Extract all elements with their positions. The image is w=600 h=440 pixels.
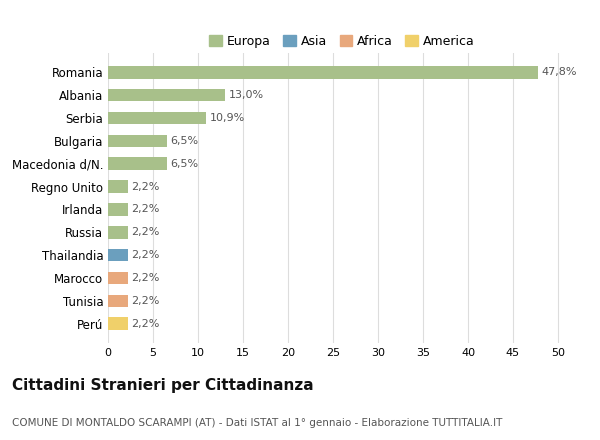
Text: 2,2%: 2,2% bbox=[131, 296, 160, 306]
Text: 6,5%: 6,5% bbox=[170, 159, 198, 169]
Bar bbox=[108, 272, 128, 284]
Bar bbox=[108, 66, 538, 79]
Text: 13,0%: 13,0% bbox=[229, 90, 264, 100]
Text: 2,2%: 2,2% bbox=[131, 319, 160, 329]
Bar bbox=[108, 249, 128, 261]
Bar bbox=[108, 203, 128, 216]
Bar bbox=[108, 180, 128, 193]
Text: 2,2%: 2,2% bbox=[131, 205, 160, 214]
Bar bbox=[108, 135, 167, 147]
Bar bbox=[108, 158, 167, 170]
Text: 2,2%: 2,2% bbox=[131, 227, 160, 237]
Text: COMUNE DI MONTALDO SCARAMPI (AT) - Dati ISTAT al 1° gennaio - Elaborazione TUTTI: COMUNE DI MONTALDO SCARAMPI (AT) - Dati … bbox=[12, 418, 502, 428]
Bar bbox=[108, 226, 128, 238]
Text: 2,2%: 2,2% bbox=[131, 182, 160, 191]
Bar bbox=[108, 112, 206, 124]
Text: 47,8%: 47,8% bbox=[542, 67, 577, 77]
Text: 2,2%: 2,2% bbox=[131, 273, 160, 283]
Bar bbox=[108, 317, 128, 330]
Text: 10,9%: 10,9% bbox=[210, 113, 245, 123]
Bar bbox=[108, 294, 128, 307]
Bar bbox=[108, 89, 225, 102]
Legend: Europa, Asia, Africa, America: Europa, Asia, Africa, America bbox=[205, 30, 479, 53]
Text: Cittadini Stranieri per Cittadinanza: Cittadini Stranieri per Cittadinanza bbox=[12, 378, 314, 393]
Text: 6,5%: 6,5% bbox=[170, 136, 198, 146]
Text: 2,2%: 2,2% bbox=[131, 250, 160, 260]
